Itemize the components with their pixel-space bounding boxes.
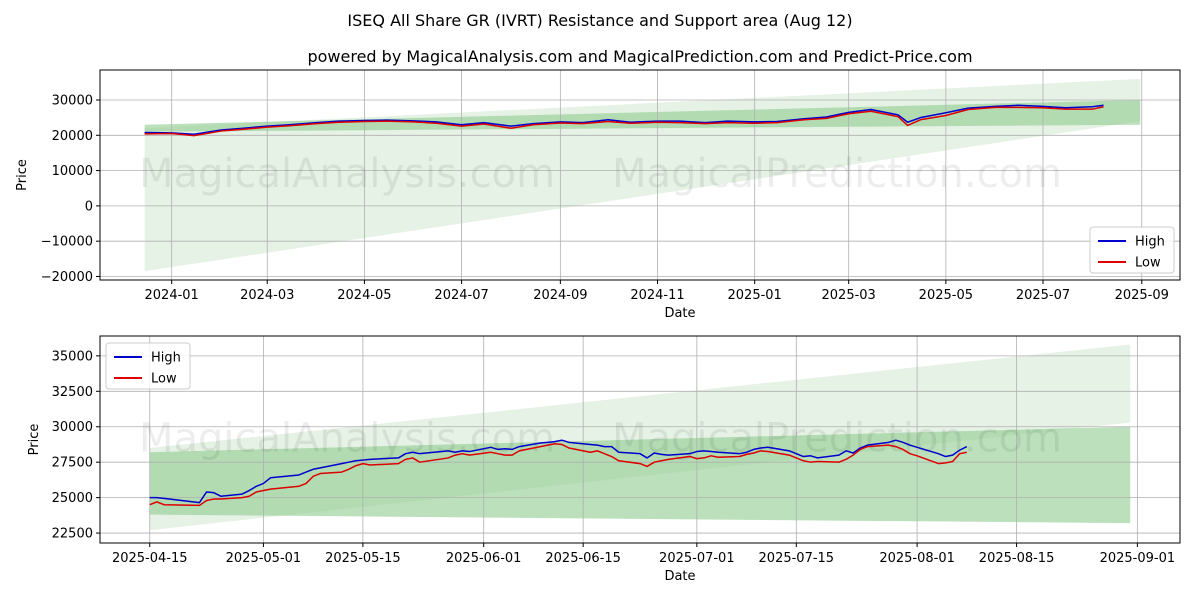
x-tick-label: 2025-03 xyxy=(822,288,876,303)
series-line-low xyxy=(144,105,1104,137)
plot-area: MagicalAnalysis.com MagicalPrediction.com xyxy=(100,70,1180,280)
y-tick-label: 27500 xyxy=(52,456,93,471)
x-tick-label: 2025-05-01 xyxy=(226,551,302,566)
x-tick-label: 2025-07-01 xyxy=(659,551,735,566)
y-tick-label: 20000 xyxy=(52,129,93,144)
y-axis-label: Price xyxy=(15,159,30,191)
y-tick-label: 30000 xyxy=(52,94,93,109)
x-tick-label: 2024-07 xyxy=(434,288,488,303)
y-tick-label: 22500 xyxy=(52,527,93,542)
legend-label-low: Low xyxy=(1135,256,1161,271)
x-tick-label: 2025-05 xyxy=(919,288,973,303)
y-tick-label: 0 xyxy=(85,199,93,214)
x-tick-label: 2025-09-01 xyxy=(1100,551,1176,566)
series-line-low xyxy=(149,443,967,507)
series-line-high xyxy=(144,104,1104,135)
y-tick-label: 25000 xyxy=(52,491,93,506)
x-tick-label: 2025-06-15 xyxy=(545,551,621,566)
legend-label-high: High xyxy=(1135,235,1165,250)
x-tick-label: 2024-09 xyxy=(533,288,587,303)
x-tick-label: 2024-11 xyxy=(630,288,684,303)
plot-area: MagicalAnalysis.com MagicalPrediction.com xyxy=(100,336,1180,543)
legend-label-low: Low xyxy=(151,372,177,387)
x-tick-label: 2025-01 xyxy=(728,288,782,303)
x-tick-label: 2024-05 xyxy=(337,288,391,303)
x-tick-label: 2025-09 xyxy=(1115,288,1169,303)
legend: High Low xyxy=(1089,226,1175,274)
x-axis-label: Date xyxy=(664,569,695,584)
x-tick-label: 2025-06-01 xyxy=(446,551,522,566)
y-tick-label: 32500 xyxy=(52,385,93,400)
chart-subtitle: powered by MagicalAnalysis.com and Magic… xyxy=(307,47,972,66)
series-line-high xyxy=(149,439,968,504)
x-tick-label: 2025-07 xyxy=(1016,288,1070,303)
x-tick-label: 2024-01 xyxy=(145,288,199,303)
y-axis-label: Price xyxy=(27,424,42,456)
watermark-text: MagicalPrediction.com xyxy=(612,151,1062,197)
y-tick-label: 10000 xyxy=(52,164,93,179)
chart-title: ISEQ All Share GR (IVRT) Resistance and … xyxy=(347,11,852,30)
x-tick-label: 2024-03 xyxy=(240,288,294,303)
x-tick-label: 2025-07-15 xyxy=(759,551,835,566)
y-tick-label: 35000 xyxy=(52,349,93,364)
x-axis-label: Date xyxy=(664,306,695,321)
plot-frame xyxy=(99,335,1181,544)
legend-label-high: High xyxy=(151,351,181,366)
legend: High Low xyxy=(105,342,191,390)
y-tick-label: 30000 xyxy=(52,420,93,435)
watermark-text: MagicalAnalysis.com xyxy=(139,416,555,462)
x-tick-label: 2025-04-15 xyxy=(112,551,188,566)
y-tick-label: −20000 xyxy=(41,270,93,285)
watermark-text: MagicalAnalysis.com xyxy=(139,151,555,197)
x-tick-label: 2025-08-15 xyxy=(979,551,1055,566)
x-tick-label: 2025-08-01 xyxy=(879,551,955,566)
support-resistance-band xyxy=(144,100,1141,132)
y-tick-label: −10000 xyxy=(41,235,93,250)
plot-frame xyxy=(99,69,1181,281)
bottom-panel: MagicalAnalysis.com MagicalPrediction.com… xyxy=(27,335,1181,584)
x-tick-label: 2025-05-15 xyxy=(325,551,401,566)
support-resistance-band xyxy=(149,426,1131,524)
top-panel: MagicalAnalysis.com MagicalPrediction.com… xyxy=(15,69,1181,321)
